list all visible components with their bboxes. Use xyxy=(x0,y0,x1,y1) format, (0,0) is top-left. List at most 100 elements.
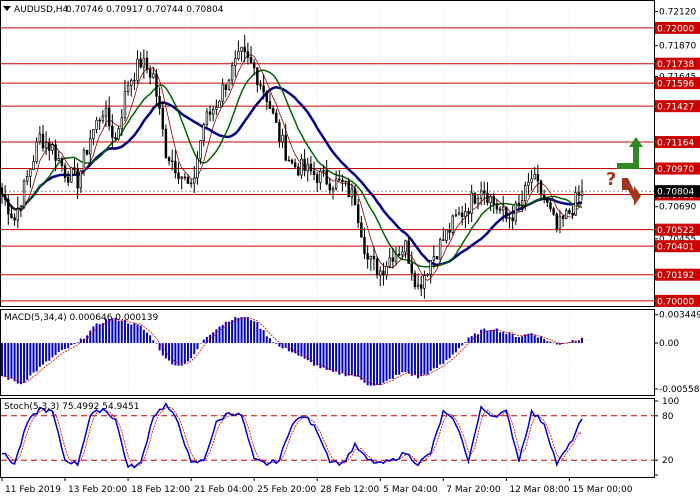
macd-bar xyxy=(524,334,527,344)
macd-bar xyxy=(92,326,95,344)
candle-body xyxy=(423,275,426,289)
macd-bar xyxy=(451,343,454,355)
candle-body xyxy=(580,190,584,196)
y-tick-label: 0.72120 xyxy=(659,8,696,18)
candle-body xyxy=(546,198,549,203)
macd-bar xyxy=(366,343,369,386)
candle-body xyxy=(268,101,272,109)
macd-bar xyxy=(133,323,136,344)
candle-body xyxy=(303,158,306,172)
macd-bar xyxy=(64,343,67,349)
macd-bar xyxy=(499,332,502,344)
candle-body xyxy=(107,107,111,127)
candle-body xyxy=(249,56,253,64)
candle-body xyxy=(155,73,158,97)
candle-body xyxy=(574,192,577,216)
price-tag-label: 0.72000 xyxy=(657,24,694,34)
macd-bar xyxy=(483,328,486,344)
ma-green-line xyxy=(1,69,583,268)
candle-body xyxy=(60,158,64,167)
price-tag xyxy=(655,100,700,113)
candle-body xyxy=(7,199,10,215)
macd-bar xyxy=(164,343,167,359)
candle-body xyxy=(565,209,568,219)
candle-body xyxy=(397,253,401,256)
question-mark-icon: ? xyxy=(606,169,616,190)
macd-bar xyxy=(29,343,32,376)
macd-bar xyxy=(268,338,271,344)
price-tag-label: 0.70522 xyxy=(657,226,694,236)
price-tag-label: 0.70192 xyxy=(657,271,694,281)
macd-bar xyxy=(442,343,445,364)
candle-body xyxy=(448,229,451,233)
candle-body xyxy=(524,184,527,201)
macd-bar xyxy=(259,328,262,344)
candle-body xyxy=(202,124,205,141)
macd-bar xyxy=(574,340,577,344)
candle-body xyxy=(252,62,256,69)
macd-bar xyxy=(16,343,19,384)
stoch-panel-frame xyxy=(0,398,655,478)
price-tag xyxy=(655,185,700,198)
macd-bar xyxy=(130,324,133,344)
candle-body xyxy=(492,195,495,205)
candle-body xyxy=(177,172,180,179)
price-tag-label: 0.70401 xyxy=(657,243,694,253)
candle-body xyxy=(174,160,177,174)
candle-body xyxy=(486,192,489,204)
ma-red-line xyxy=(1,54,583,281)
candle-body xyxy=(35,141,38,163)
candle-body xyxy=(558,215,562,230)
macd-bar xyxy=(79,338,82,344)
price-tag-label: 0.70804 xyxy=(657,188,694,198)
macd-bar xyxy=(470,336,473,344)
macd-bar xyxy=(341,343,344,374)
macd-bar xyxy=(196,343,199,350)
price-tag xyxy=(655,223,700,236)
macd-bar xyxy=(86,335,89,344)
price-tag-label: 0.70970 xyxy=(657,165,694,175)
candle-body xyxy=(38,133,42,143)
candle-body xyxy=(51,144,54,151)
candle-body xyxy=(111,125,114,138)
candle-body xyxy=(227,79,231,90)
macd-bar xyxy=(540,336,543,344)
stoch-y-tick-label: 80 xyxy=(662,412,674,422)
macd-bar xyxy=(149,335,152,344)
macd-bar xyxy=(177,343,180,366)
price-tag-label: 0.71738 xyxy=(657,60,694,70)
candle-body xyxy=(561,215,565,219)
macd-bar xyxy=(120,320,123,344)
candle-body xyxy=(432,256,436,261)
macd-bar xyxy=(581,337,583,344)
candle-body xyxy=(306,163,309,172)
macd-bar xyxy=(4,343,7,377)
macd-bar xyxy=(552,342,555,344)
candle-body xyxy=(404,240,407,253)
candle-body xyxy=(445,229,448,241)
macd-bar xyxy=(420,343,423,376)
macd-bar xyxy=(227,321,230,344)
y-tick-label: 0.70690 xyxy=(659,203,696,213)
candle-body xyxy=(442,239,445,241)
candle-body xyxy=(79,170,83,189)
macd-bar xyxy=(231,320,234,344)
macd-bar xyxy=(250,320,253,344)
candle-body xyxy=(334,178,338,189)
macd-bar xyxy=(319,343,322,369)
candle-body xyxy=(300,158,303,176)
x-tick-label: 15 Mar 00:00 xyxy=(572,485,632,495)
macd-bar xyxy=(95,323,98,344)
candle-body xyxy=(416,284,420,287)
candle-body xyxy=(498,208,502,211)
candle-body xyxy=(309,163,313,172)
macd-bar xyxy=(407,343,410,374)
macd-bar xyxy=(347,343,350,376)
price-panel-frame xyxy=(0,0,655,307)
macd-bar xyxy=(193,343,196,355)
candle-body xyxy=(196,158,199,179)
candle-body xyxy=(70,167,73,183)
header-dropdown-icon[interactable] xyxy=(3,6,11,11)
candle-body xyxy=(256,67,259,86)
